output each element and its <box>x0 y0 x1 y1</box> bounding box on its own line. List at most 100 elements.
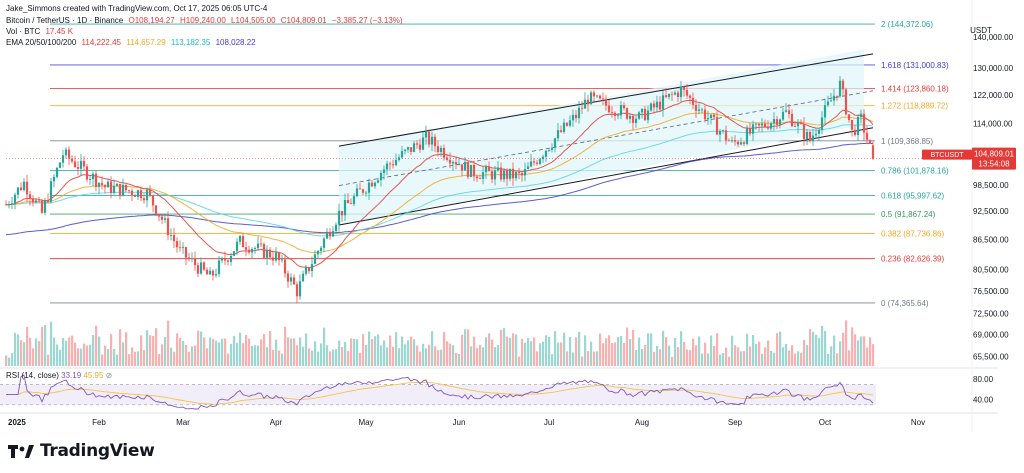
volume-bar <box>572 352 575 366</box>
volume-bar <box>296 345 299 366</box>
volume-bar <box>308 348 311 366</box>
candle-body <box>325 231 329 239</box>
candle-body <box>712 114 716 118</box>
volume-bar <box>506 336 509 366</box>
candle-body <box>202 262 206 270</box>
volume-legend[interactable]: Vol · BTC 17.45 K <box>6 27 76 37</box>
volume-bar <box>98 336 101 366</box>
volume-bar <box>611 343 614 366</box>
candle-body <box>751 124 755 134</box>
candle-body <box>709 114 713 119</box>
time-axis-tick: Jun <box>453 418 466 427</box>
price-axis-tick: 122,000.00 <box>973 91 1014 100</box>
candle-body <box>652 103 656 108</box>
volume-bar <box>596 351 599 366</box>
fib-level-label: 0.382 (87,736.86) <box>881 229 944 238</box>
candle-body <box>835 95 839 97</box>
candle-body <box>451 162 455 164</box>
candle-body <box>793 126 797 128</box>
candle-body <box>628 115 632 119</box>
volume-bar <box>395 332 398 366</box>
volume-bar <box>17 334 20 366</box>
volume-bar <box>818 337 821 366</box>
channel-fill <box>339 49 864 226</box>
candle-body <box>307 267 311 272</box>
volume-bar <box>11 353 14 366</box>
volume-bar <box>440 349 443 366</box>
volume-bar <box>155 328 158 366</box>
candle-body <box>487 166 491 172</box>
volume-bar <box>698 336 701 366</box>
candle-body <box>370 182 374 187</box>
time-axis-tick: Oct <box>819 418 832 427</box>
volume-bar <box>542 341 545 366</box>
volume-bar <box>131 347 134 366</box>
candle-body <box>532 161 536 163</box>
visibility-icon[interactable]: ⊘ <box>105 371 113 380</box>
volume-bar <box>287 337 290 366</box>
candle-body <box>859 113 863 117</box>
volume-bar <box>113 348 116 366</box>
candle-body <box>139 190 143 199</box>
volume-bar <box>701 353 704 366</box>
candle-body <box>268 249 272 258</box>
candle-body <box>76 166 80 169</box>
symbol-title[interactable]: Bitcoin / TetherUS · 1D · Binance <box>6 16 124 25</box>
volume-bar <box>761 353 764 366</box>
candle-body <box>466 162 470 177</box>
candle-body <box>733 140 737 142</box>
volume-bar <box>470 346 473 366</box>
volume-bar <box>206 348 209 366</box>
volume-bar <box>452 345 455 366</box>
volume-bar <box>587 351 590 366</box>
candle-body <box>469 164 473 177</box>
candle-body <box>748 128 752 134</box>
candle-body <box>808 131 812 141</box>
candle-body <box>550 147 554 150</box>
candle-body <box>190 258 194 259</box>
candle-body <box>523 169 527 176</box>
candle-body <box>109 181 113 193</box>
tradingview-logo[interactable]: TradingView <box>8 441 155 461</box>
volume-bar <box>539 343 542 366</box>
volume-bar <box>83 343 86 366</box>
volume-bar <box>122 342 125 366</box>
candle-body <box>43 200 47 213</box>
volume-bar <box>728 356 731 366</box>
candle-body <box>682 86 686 90</box>
candle-body <box>187 257 191 259</box>
volume-bar <box>680 331 683 366</box>
candle-body <box>499 167 503 180</box>
candle-body <box>121 184 125 196</box>
ema-legend[interactable]: EMA 20/50/100/200 114,222.45 114,657.29 … <box>6 38 259 48</box>
volume-bar <box>368 331 371 366</box>
time-axis-tick: 2025 <box>8 418 26 427</box>
volume-bar <box>425 348 428 366</box>
volume-bar <box>509 337 512 366</box>
last-price-badge <box>972 147 1016 170</box>
volume-bar <box>617 337 620 366</box>
candle-body <box>826 101 830 106</box>
volume-bar <box>686 349 689 366</box>
volume-bar <box>719 354 722 366</box>
candle-body <box>643 108 647 121</box>
candle-body <box>766 126 770 129</box>
candle-body <box>4 204 8 206</box>
volume-bar <box>518 356 521 366</box>
candle-body <box>679 86 683 97</box>
candle-body <box>409 147 413 152</box>
volume-bar <box>857 340 860 366</box>
candle-body <box>556 130 560 139</box>
candle-body <box>346 200 350 204</box>
volume-bar <box>149 335 152 366</box>
candle-body <box>604 98 608 106</box>
volume-bar <box>848 350 851 366</box>
volume-bar <box>767 340 770 366</box>
fib-level-label: 0.786 (101,878.16) <box>881 167 949 176</box>
candle-body <box>22 181 26 191</box>
candle-body <box>820 117 824 130</box>
candle-body <box>217 260 221 275</box>
volume-bar <box>329 351 332 366</box>
rsi-legend[interactable]: RSI (14, close) 33.19 45.95 ⊘ <box>6 371 112 380</box>
